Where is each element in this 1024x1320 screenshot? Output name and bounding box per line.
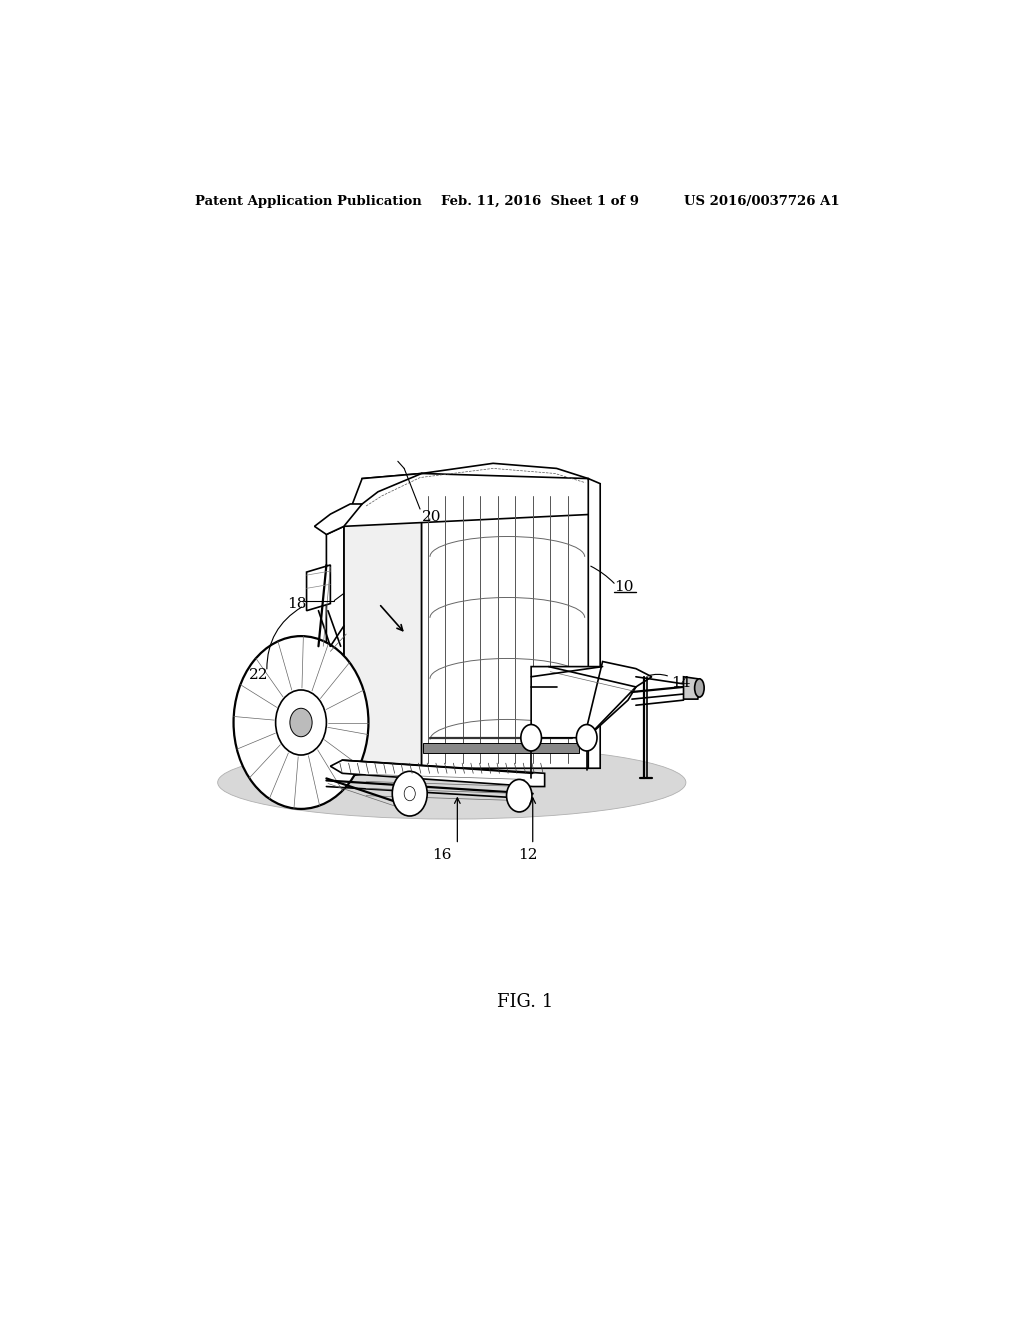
Polygon shape <box>531 667 636 738</box>
Text: 16: 16 <box>432 847 452 862</box>
Polygon shape <box>684 677 699 700</box>
Ellipse shape <box>694 678 705 697</box>
Polygon shape <box>344 474 596 527</box>
Circle shape <box>233 636 369 809</box>
Text: 10: 10 <box>613 581 633 594</box>
Polygon shape <box>331 760 545 787</box>
Text: 14: 14 <box>672 676 691 690</box>
Text: 18: 18 <box>287 597 306 611</box>
Circle shape <box>404 787 416 801</box>
Text: Patent Application Publication: Patent Application Publication <box>196 194 422 207</box>
Text: FIG. 1: FIG. 1 <box>497 993 553 1011</box>
Polygon shape <box>306 565 331 611</box>
Circle shape <box>577 725 597 751</box>
Circle shape <box>275 690 327 755</box>
Polygon shape <box>327 527 344 784</box>
Polygon shape <box>423 743 579 752</box>
Polygon shape <box>314 504 362 535</box>
Text: 20: 20 <box>422 511 441 524</box>
Polygon shape <box>587 661 652 738</box>
Circle shape <box>507 779 531 812</box>
Circle shape <box>392 771 427 816</box>
Polygon shape <box>344 474 422 776</box>
Text: US 2016/0037726 A1: US 2016/0037726 A1 <box>684 194 839 207</box>
Circle shape <box>521 725 542 751</box>
Polygon shape <box>422 474 596 768</box>
Circle shape <box>290 709 312 737</box>
Text: 22: 22 <box>249 668 268 681</box>
Text: Feb. 11, 2016  Sheet 1 of 9: Feb. 11, 2016 Sheet 1 of 9 <box>441 194 639 207</box>
Polygon shape <box>588 479 600 768</box>
Ellipse shape <box>218 746 686 818</box>
Text: 12: 12 <box>518 847 538 862</box>
